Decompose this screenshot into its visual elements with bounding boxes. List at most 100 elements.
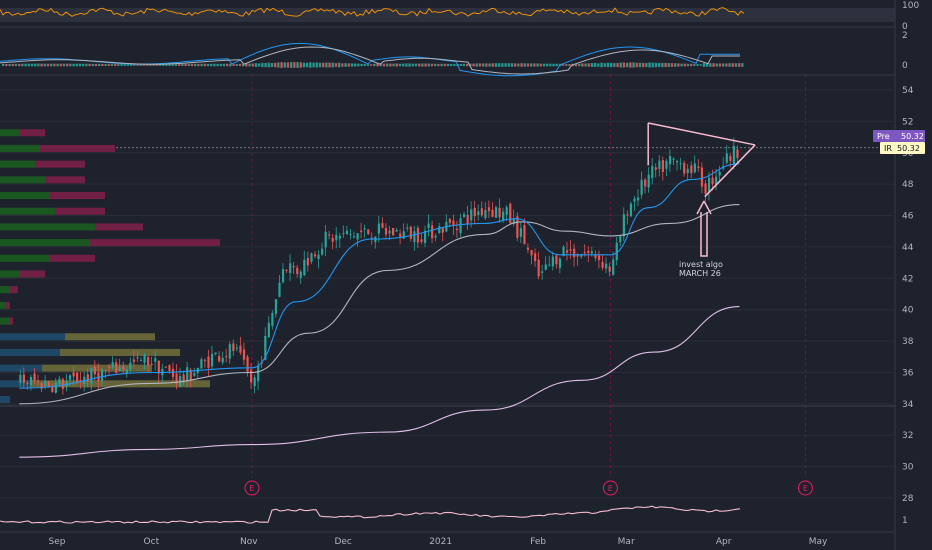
candle-body[interactable] [704,183,707,194]
triangle-upper-line[interactable] [648,122,756,146]
candle-body[interactable] [239,345,242,353]
candle-body[interactable] [200,359,203,369]
candle-body[interactable] [686,168,689,173]
candle-body[interactable] [175,373,178,384]
candle-body[interactable] [193,372,196,376]
candle-body[interactable] [526,247,530,250]
candle-body[interactable] [700,167,704,187]
candle-body[interactable] [210,353,214,367]
candle-body[interactable] [516,216,519,238]
candle-body[interactable] [264,336,267,360]
candle-body[interactable] [310,253,313,262]
candle-body[interactable] [548,264,551,266]
candle-body[interactable] [285,269,288,271]
candle-body[interactable] [622,214,625,237]
candle-body[interactable] [399,233,402,238]
candle-body[interactable] [519,228,523,237]
candle-body[interactable] [690,165,693,174]
candle-body[interactable] [104,369,107,371]
candle-body[interactable] [54,382,57,393]
candle-body[interactable] [615,242,618,261]
candle-body[interactable] [420,239,423,242]
candle-body[interactable] [569,249,572,251]
candle-body[interactable] [271,313,274,326]
candle-body[interactable] [558,258,562,268]
candle-body[interactable] [328,234,331,236]
candle-body[interactable] [654,167,657,170]
candle-body[interactable] [452,220,455,227]
candle-body[interactable] [157,360,160,374]
candle-body[interactable] [150,364,153,366]
candle-body[interactable] [448,218,452,223]
candle-body[interactable] [72,372,75,377]
candle-body[interactable] [473,207,476,217]
candle-body[interactable] [477,211,480,216]
candle-body[interactable] [466,214,469,224]
candle-body[interactable] [111,362,114,368]
candles[interactable] [19,137,739,395]
candle-body[interactable] [395,229,398,232]
candle-body[interactable] [349,233,352,235]
candle-body[interactable] [498,207,501,218]
candle-body[interactable] [37,380,40,382]
candle-body[interactable] [303,259,306,276]
candle-body[interactable] [565,250,569,253]
candle-body[interactable] [129,362,132,370]
candle-body[interactable] [90,367,93,384]
candle-body[interactable] [225,356,228,358]
candle-body[interactable] [86,374,89,382]
candle-body[interactable] [494,207,498,218]
candle-body[interactable] [505,207,508,215]
candle-body[interactable] [402,231,405,239]
candle-body[interactable] [502,211,505,222]
candle-body[interactable] [250,369,253,383]
candle-body[interactable] [484,210,487,219]
candle-body[interactable] [313,254,317,257]
candle-body[interactable] [33,373,36,382]
time-axis[interactable]: Sep Oct Nov Dec 2021 Feb Mar Apr May [49,537,828,547]
candle-body[interactable] [693,163,696,173]
candle-body[interactable] [108,366,111,368]
candle-body[interactable] [147,357,150,366]
candle-body[interactable] [665,160,668,169]
candle-body[interactable] [132,359,136,362]
candle-body[interactable] [352,236,356,238]
candle-body[interactable] [597,255,601,260]
candle-body[interactable] [61,379,65,389]
candle-body[interactable] [207,356,210,368]
candle-body[interactable] [335,234,338,241]
candle-body[interactable] [438,226,441,234]
candle-body[interactable] [729,156,732,161]
candle-body[interactable] [125,369,128,374]
candle-body[interactable] [463,214,466,218]
candle-body[interactable] [143,355,146,363]
earnings-marker[interactable] [602,480,618,496]
candle-body[interactable] [370,237,373,239]
candle-body[interactable] [139,359,143,361]
candle-body[interactable] [736,149,739,158]
candle-body[interactable] [179,376,182,387]
candle-body[interactable] [221,357,224,363]
candle-body[interactable] [154,358,157,362]
candle-body[interactable] [203,359,207,361]
candle-body[interactable] [296,267,299,275]
candle-body[interactable] [321,248,324,255]
candle-body[interactable] [413,231,416,243]
candle-body[interactable] [29,376,33,385]
candle-body[interactable] [715,176,718,186]
candle-body[interactable] [136,357,139,359]
candle-body[interactable] [427,223,430,229]
candle-body[interactable] [431,225,434,239]
candle-body[interactable] [278,282,281,297]
candle-body[interactable] [356,233,359,240]
macd-pane[interactable] [0,42,744,77]
candle-body[interactable] [235,347,239,349]
candle-body[interactable] [289,263,292,274]
candle-body[interactable] [58,378,61,385]
candle-body[interactable] [587,250,590,253]
candle-body[interactable] [640,179,643,195]
candle-body[interactable] [651,165,654,179]
candle-body[interactable] [583,252,586,254]
candle-body[interactable] [189,369,192,380]
